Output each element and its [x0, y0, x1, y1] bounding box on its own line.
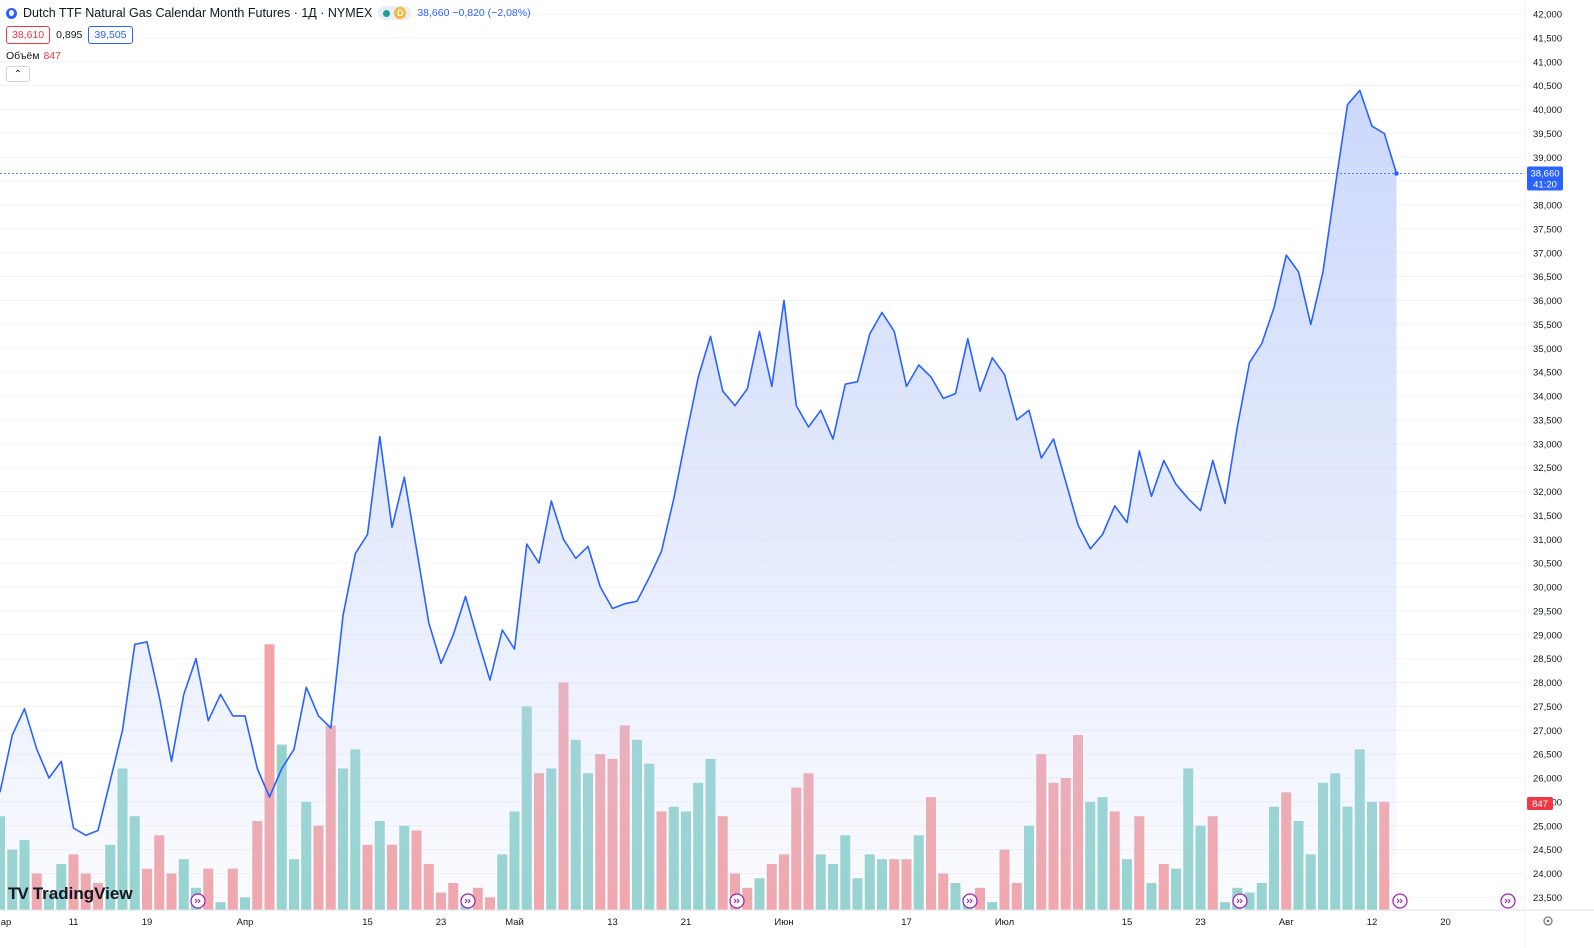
y-tick-label: 39,500 — [1533, 129, 1562, 140]
y-tick-label: 31,500 — [1533, 511, 1562, 522]
event-icon[interactable] — [1392, 893, 1408, 909]
volume-label: Объём — [6, 50, 40, 62]
y-tick-label: 41,500 — [1533, 33, 1562, 44]
x-tick-label: Апр — [237, 917, 254, 928]
y-tick-label: 27,000 — [1533, 726, 1562, 737]
price-line — [0, 89, 1398, 837]
y-tick-label: 37,000 — [1533, 248, 1562, 259]
x-tick-label: 23 — [436, 917, 447, 928]
y-tick-label: 35,500 — [1533, 320, 1562, 331]
countdown-label: 41:20 — [1533, 179, 1557, 190]
x-tick-label: 20 — [1440, 917, 1451, 928]
market-status-pill[interactable]: D — [378, 6, 412, 20]
event-icon[interactable] — [729, 893, 745, 909]
event-icon[interactable] — [962, 893, 978, 909]
x-tick-label: ар — [1, 917, 12, 928]
spread-value: 0,895 — [56, 29, 83, 41]
chart-legend: Dutch TTF Natural Gas Calendar Month Fut… — [6, 4, 531, 82]
y-tick-label: 33,000 — [1533, 439, 1562, 450]
x-tick-label: 15 — [1122, 917, 1133, 928]
event-icon[interactable] — [1232, 893, 1248, 909]
y-tick-label: 26,500 — [1533, 750, 1562, 761]
event-icon[interactable] — [460, 893, 476, 909]
y-tick-label: 31,000 — [1533, 535, 1562, 546]
y-tick-label: 24,500 — [1533, 845, 1562, 856]
y-tick-label: 38,000 — [1533, 201, 1562, 212]
y-tick-label: 41,000 — [1533, 57, 1562, 68]
volume-bar — [264, 644, 275, 910]
y-tick-label: 29,500 — [1533, 606, 1562, 617]
y-tick-label: 37,500 — [1533, 224, 1562, 235]
events — [190, 893, 1516, 909]
y-tick-label: 28,000 — [1533, 678, 1562, 689]
y-tick-label: 30,000 — [1533, 583, 1562, 594]
x-tick-label: 11 — [69, 917, 79, 928]
y-tick-label: 32,000 — [1533, 487, 1562, 498]
x-tick-label: Июл — [995, 917, 1014, 928]
bid-price[interactable]: 38,610 — [6, 26, 51, 44]
x-tick-label: Июн — [774, 917, 793, 928]
price-axis[interactable]: 42,000 41,500 41,000 40,500 40,000 39,500 39,0… — [1533, 10, 1562, 904]
time-axis-bg — [0, 910, 1525, 948]
last-price-badge: 38,660 41:20 — [1527, 166, 1563, 191]
y-tick-label: 25,000 — [1533, 821, 1562, 832]
volume-value: 847 — [43, 50, 61, 62]
x-tick-label: 15 — [362, 917, 373, 928]
event-icon[interactable] — [190, 893, 206, 909]
x-tick-label: 23 — [1195, 917, 1206, 928]
last-quote: 38,660 −0,820 (−2,08%) — [417, 7, 531, 19]
y-tick-label: 30,500 — [1533, 559, 1562, 570]
chevron-up-icon: ⌃ — [13, 68, 23, 80]
x-tick-label: Авг — [1279, 917, 1294, 928]
settings-icon[interactable] — [1543, 916, 1553, 926]
y-tick-label: 39,000 — [1533, 153, 1562, 164]
y-tick-label: 40,000 — [1533, 105, 1562, 116]
y-tick-label: 26,000 — [1533, 774, 1562, 785]
delayed-badge: D — [394, 7, 407, 19]
price-area — [0, 90, 1397, 910]
x-tick-label: 17 — [901, 917, 912, 928]
y-tick-label: 42,000 — [1533, 10, 1562, 21]
y-tick-label: 32,500 — [1533, 463, 1562, 474]
y-tick-label: 27,500 — [1533, 702, 1562, 713]
y-tick-label: 23,500 — [1533, 893, 1562, 904]
x-tick-label: 13 — [607, 917, 618, 928]
event-icon[interactable] — [1500, 893, 1516, 909]
x-tick-label: 21 — [681, 917, 692, 928]
volume-badge-label: 847 — [1532, 799, 1548, 810]
ask-price[interactable]: 39,505 — [88, 26, 133, 44]
symbol-icon — [6, 7, 17, 19]
x-tick-label: Май — [505, 917, 524, 928]
y-tick-label: 35,000 — [1533, 344, 1562, 355]
last-price-dot — [1394, 171, 1399, 176]
y-tick-label: 24,000 — [1533, 869, 1562, 880]
y-tick-label: 34,500 — [1533, 368, 1562, 379]
y-tick-label: 36,500 — [1533, 272, 1562, 283]
volume-legend: Объём 847 — [6, 50, 531, 62]
y-tick-label: 28,500 — [1533, 654, 1562, 665]
y-tick-label: 34,000 — [1533, 392, 1562, 403]
volume-badge: 847 — [1527, 797, 1553, 810]
y-tick-label: 29,000 — [1533, 630, 1562, 641]
y-tick-label: 36,000 — [1533, 296, 1562, 307]
y-tick-label: 40,500 — [1533, 81, 1562, 92]
collapse-legend-button[interactable]: ⌃ — [6, 66, 30, 82]
tradingview-logo-text: TradingView — [32, 884, 133, 903]
x-tick-label: 19 — [142, 917, 153, 928]
y-tick-label: 33,500 — [1533, 415, 1562, 426]
x-tick-label: 12 — [1367, 917, 1378, 928]
market-open-icon — [383, 9, 391, 17]
last-price-label: 38,660 — [1530, 168, 1559, 179]
tradingview-logo-icon: TV — [8, 884, 29, 903]
symbol-title[interactable]: Dutch TTF Natural Gas Calendar Month Fut… — [23, 6, 373, 20]
tradingview-logo[interactable]: TV TradingView — [8, 884, 133, 904]
